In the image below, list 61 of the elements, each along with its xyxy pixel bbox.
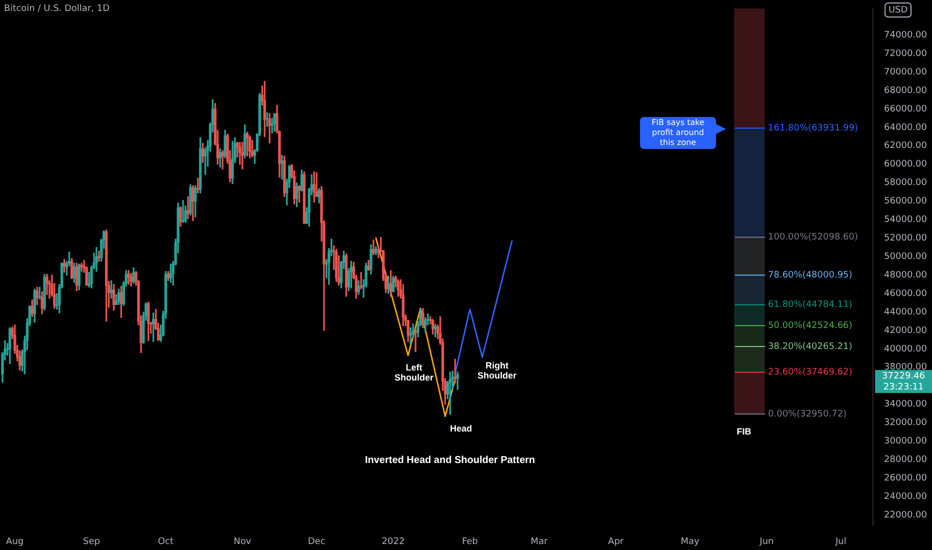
bar xyxy=(734,372,765,414)
ref-line-label: 161.80%(63931.99) xyxy=(768,123,858,134)
y-tick-label: 72000.00 xyxy=(884,48,928,59)
y-tick-label: 60000.00 xyxy=(884,160,928,170)
ref-line-label: 61.80%(44784.11) xyxy=(768,300,852,310)
annotation: Left Shoulder xyxy=(394,362,434,382)
y-tick-label: 58000.00 xyxy=(884,178,928,188)
y-tick-label: 46000.00 xyxy=(884,288,928,299)
y-tick-label: 68000.00 xyxy=(884,86,928,96)
y-tick-label: 44000.00 xyxy=(884,307,928,318)
x-tick-label: 2022 xyxy=(382,536,405,547)
x-tick-label: Aug xyxy=(6,536,24,547)
y-axis-title: USD xyxy=(888,5,908,16)
text: 23:23:11 xyxy=(883,382,924,392)
x-tick-label: Nov xyxy=(234,536,252,547)
ref-line-label: 78.60%(48000.95) xyxy=(768,270,852,280)
chart-title: Bitcoin / U.S. Dollar, 1D xyxy=(4,4,110,14)
annotation: Inverted Head and Shoulder Pattern xyxy=(364,454,536,466)
annotation: Head xyxy=(450,423,472,434)
y-tick-label: 62000.00 xyxy=(884,141,928,152)
x-tick-label: Dec xyxy=(308,536,326,547)
ref-line-label: 100.00%(52098.60) xyxy=(768,232,858,243)
y-tick-label: 66000.00 xyxy=(884,104,928,114)
y-tick-label: 30000.00 xyxy=(884,436,928,447)
x-tick-label: Jun xyxy=(758,536,774,547)
x-tick-label: Sep xyxy=(83,536,100,547)
y-tick-label: 56000.00 xyxy=(884,196,928,207)
bar xyxy=(734,304,765,326)
y-tick-label: 28000.00 xyxy=(884,455,928,466)
y-tick-label: 22000.00 xyxy=(884,510,928,520)
y-tick-label: 54000.00 xyxy=(884,215,928,226)
x-tick-label: Oct xyxy=(158,536,174,547)
y-tick-label: 34000.00 xyxy=(884,400,928,410)
y-tick-label: 64000.00 xyxy=(884,122,928,133)
bar xyxy=(734,274,765,306)
bar xyxy=(734,128,765,238)
bar xyxy=(734,8,765,128)
ref-line-label: 38.20%(40265.21) xyxy=(768,342,852,352)
y-tick-label: 48000.00 xyxy=(884,270,928,280)
y-tick-label: 40000.00 xyxy=(884,344,928,354)
x-tick-label: Apr xyxy=(608,536,624,547)
y-tick-label: 32000.00 xyxy=(884,418,928,428)
y-tick-label: 24000.00 xyxy=(884,492,928,502)
ref-line-label: 23.60%(37469.62) xyxy=(768,368,852,378)
bar xyxy=(734,236,765,276)
y-tick-label: 26000.00 xyxy=(884,473,928,484)
annotation: Right Shoulder xyxy=(477,360,517,380)
x-tick-label: May xyxy=(680,536,700,547)
annotation: FIB xyxy=(736,426,752,436)
ref-line-label: 0.00%(32950.72) xyxy=(768,409,847,420)
y-tick-label: 42000.00 xyxy=(884,326,928,336)
x-tick-label: Mar xyxy=(530,536,548,547)
y-tick-label: 70000.00 xyxy=(884,67,928,78)
x-tick-label: Jul xyxy=(834,536,846,547)
y-tick-label: 52000.00 xyxy=(884,234,928,244)
x-tick-label: Feb xyxy=(462,536,478,547)
y-tick-label: 38000.00 xyxy=(884,362,928,373)
text: 37229.46 xyxy=(882,371,926,382)
ref-line-label: 50.00%(42524.66) xyxy=(768,320,852,331)
y-tick-label: 74000.00 xyxy=(884,30,928,41)
y-tick-label: 50000.00 xyxy=(884,252,928,262)
